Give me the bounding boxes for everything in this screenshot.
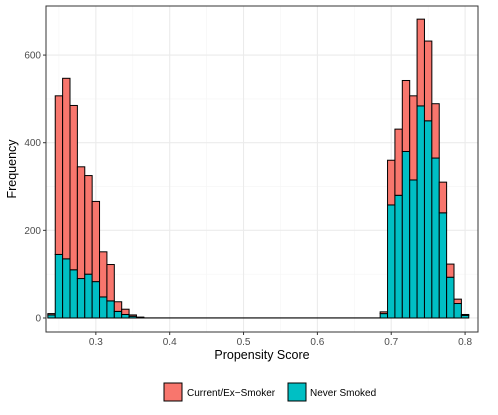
bar-never-smoked xyxy=(76,278,86,319)
bar-current-ex-smoker xyxy=(409,95,418,181)
legend-label-never-smoked: Never Smoked xyxy=(310,388,376,399)
bar-current-ex-smoker xyxy=(84,175,93,275)
bar-current-ex-smoker xyxy=(106,264,115,302)
bar-never-smoked xyxy=(453,303,462,319)
x-tick-label: 0.5 xyxy=(237,337,251,348)
y-tick-label: 600 xyxy=(24,51,41,62)
bar-never-smoked xyxy=(69,269,78,319)
bar-current-ex-smoker xyxy=(62,77,71,260)
bar-current-ex-smoker xyxy=(54,95,64,255)
y-tick-label: 0 xyxy=(35,313,41,324)
bar-current-ex-smoker xyxy=(394,128,403,196)
bar-current-ex-smoker xyxy=(446,263,455,278)
y-axis-ticks: 0 200 400 600 xyxy=(24,51,46,324)
legend-key-current-ex-smoker xyxy=(163,382,183,402)
bar-never-smoked xyxy=(446,276,455,319)
bar-never-smoked xyxy=(121,313,130,319)
y-tick-label: 200 xyxy=(24,226,41,237)
bar-never-smoked xyxy=(438,212,448,319)
x-tick-label: 0.4 xyxy=(163,337,177,348)
bar-current-ex-smoker xyxy=(416,18,425,107)
bar-current-ex-smoker xyxy=(113,301,123,312)
bar-never-smoked xyxy=(387,204,396,319)
x-axis-ticks: 0.3 0.4 0.5 0.6 0.7 0.8 xyxy=(89,332,472,348)
bar-never-smoked xyxy=(84,273,93,319)
bar-never-smoked xyxy=(416,105,425,319)
bar-current-ex-smoker xyxy=(69,104,78,271)
x-tick-label: 0.6 xyxy=(310,337,324,348)
bar-never-smoked xyxy=(379,313,389,319)
bar-current-ex-smoker xyxy=(460,313,470,316)
plot-panel-border xyxy=(45,5,479,333)
bar-never-smoked xyxy=(99,296,108,319)
bar-never-smoked xyxy=(106,300,115,319)
bar-current-ex-smoker xyxy=(401,79,411,152)
legend: Current/Ex−Smoker Never Smoked xyxy=(163,382,376,402)
legend-label-current-ex-smoker: Current/Ex−Smoker xyxy=(187,388,276,399)
bar-current-ex-smoker xyxy=(453,298,462,305)
bar-current-ex-smoker xyxy=(99,251,108,298)
bar-never-smoked xyxy=(91,281,101,319)
bar-current-ex-smoker xyxy=(379,311,389,315)
bar-never-smoked xyxy=(62,258,71,319)
bar-current-ex-smoker xyxy=(387,159,396,206)
x-axis-title: Propensity Score xyxy=(214,348,309,362)
bar-never-smoked xyxy=(54,253,64,319)
bar-never-smoked xyxy=(423,120,433,319)
x-tick-label: 0.7 xyxy=(384,337,398,348)
x-tick-label: 0.8 xyxy=(458,337,472,348)
x-tick-label: 0.3 xyxy=(89,337,103,348)
bar-never-smoked xyxy=(113,310,123,319)
y-axis-title: Frequency xyxy=(5,139,19,199)
bar-never-smoked xyxy=(409,179,418,319)
bar-current-ex-smoker xyxy=(431,103,440,159)
bar-current-ex-smoker xyxy=(423,40,433,122)
bar-never-smoked xyxy=(394,194,403,319)
bar-current-ex-smoker xyxy=(47,313,56,316)
bar-current-ex-smoker xyxy=(128,314,137,317)
bar-never-smoked xyxy=(401,150,411,319)
bar-current-ex-smoker xyxy=(76,166,86,280)
bar-current-ex-smoker xyxy=(91,200,101,283)
bar-current-ex-smoker xyxy=(438,181,448,214)
bar-current-ex-smoker xyxy=(121,308,130,315)
bar-never-smoked xyxy=(431,157,440,319)
legend-key-never-smoked xyxy=(287,382,307,402)
histogram-bars xyxy=(47,18,470,319)
y-tick-label: 400 xyxy=(24,138,41,149)
